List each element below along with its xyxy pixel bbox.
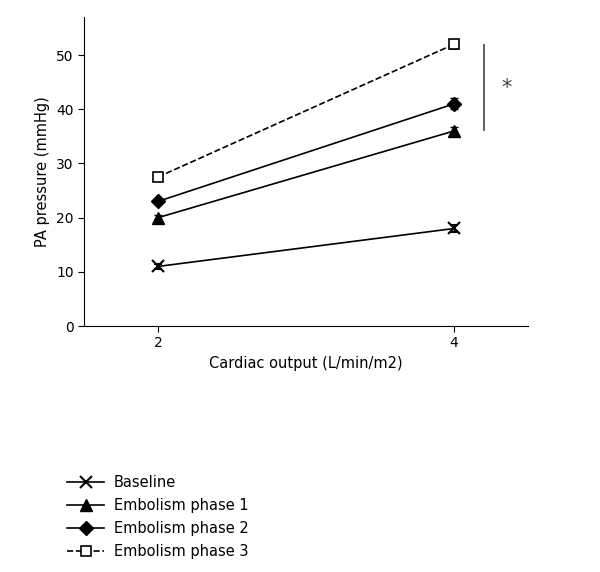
Legend: Baseline, Embolism phase 1, Embolism phase 2, Embolism phase 3: Baseline, Embolism phase 1, Embolism pha… — [67, 475, 249, 559]
Y-axis label: PA pressure (mmHg): PA pressure (mmHg) — [35, 96, 50, 247]
Text: *: * — [502, 78, 512, 98]
X-axis label: Cardiac output (L/min/m2): Cardiac output (L/min/m2) — [209, 356, 403, 371]
